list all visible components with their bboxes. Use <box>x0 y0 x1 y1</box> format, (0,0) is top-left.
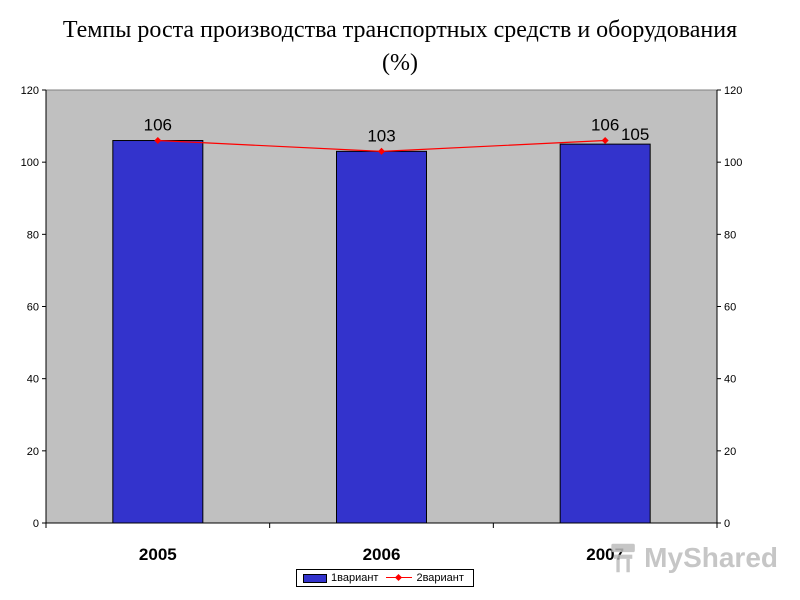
y-tick-label-left: 20 <box>27 446 39 458</box>
y-tick-label-left: 100 <box>21 157 39 169</box>
line-data-label: 103 <box>367 126 395 145</box>
y-tick-label-right: 100 <box>724 157 742 169</box>
line-data-label: 106 <box>144 116 172 135</box>
y-tick-label-left: 40 <box>27 374 39 386</box>
line-point <box>601 136 609 145</box>
legend-label-series-2: 2вариант <box>416 572 464 584</box>
y-tick-label-right: 40 <box>724 374 736 386</box>
bar <box>112 140 204 524</box>
line-point <box>154 136 162 145</box>
y-tick-label-right: 120 <box>724 85 742 97</box>
y-tick-label-left: 80 <box>27 229 39 241</box>
myshared-logo-icon <box>611 543 635 573</box>
y-tick-label-right: 60 <box>724 302 736 314</box>
bar-data-label: 105 <box>621 125 649 144</box>
legend: 1вариант 2вариант <box>296 569 474 587</box>
x-tick-label: 2006 <box>363 545 401 564</box>
y-tick-label-right: 80 <box>724 229 736 241</box>
bar <box>559 143 651 524</box>
legend-swatch-series-2 <box>386 573 413 583</box>
chart-title: Темпы роста производства транспортных ср… <box>62 17 738 76</box>
line-data-label: 106 <box>591 116 619 135</box>
bar <box>336 150 427 524</box>
watermark: MyShared <box>608 536 778 580</box>
watermark-text: MyShared <box>644 542 778 573</box>
legend-label-series-1: 1вариант <box>331 572 379 584</box>
y-tick-label-right: 20 <box>724 446 736 458</box>
y-tick-label-right: 0 <box>724 518 730 530</box>
y-tick-label-left: 0 <box>33 518 39 530</box>
y-tick-label-left: 120 <box>21 85 39 97</box>
line-point <box>377 147 386 155</box>
y-tick-label-left: 60 <box>27 302 39 314</box>
x-tick-label: 2005 <box>139 545 177 564</box>
legend-swatch-series-1 <box>303 573 327 583</box>
